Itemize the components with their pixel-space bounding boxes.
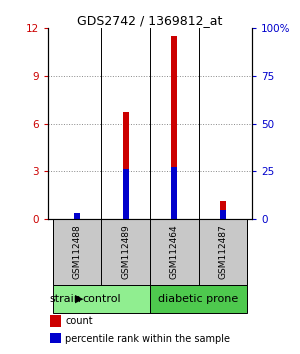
Bar bbox=[74, 213, 80, 219]
Text: ▶: ▶ bbox=[75, 294, 84, 304]
Bar bbox=[50, 315, 61, 327]
Bar bbox=[53, 219, 101, 285]
Bar bbox=[53, 285, 150, 313]
Title: GDS2742 / 1369812_at: GDS2742 / 1369812_at bbox=[77, 14, 223, 27]
Bar bbox=[101, 219, 150, 285]
Text: count: count bbox=[65, 316, 93, 326]
Text: GSM112464: GSM112464 bbox=[170, 224, 179, 279]
Bar bbox=[74, 214, 80, 219]
Bar bbox=[123, 169, 129, 219]
Text: GSM112489: GSM112489 bbox=[121, 224, 130, 279]
Bar bbox=[150, 219, 199, 285]
Bar bbox=[199, 219, 247, 285]
Text: GSM112488: GSM112488 bbox=[73, 224, 82, 279]
Text: GSM112487: GSM112487 bbox=[218, 224, 227, 279]
Bar bbox=[123, 113, 129, 219]
Bar bbox=[171, 167, 177, 219]
Text: control: control bbox=[82, 294, 121, 304]
Text: strain: strain bbox=[49, 294, 81, 304]
Bar bbox=[50, 333, 61, 344]
Bar bbox=[220, 210, 226, 219]
Text: percentile rank within the sample: percentile rank within the sample bbox=[65, 334, 230, 344]
Text: diabetic prone: diabetic prone bbox=[158, 294, 239, 304]
Bar bbox=[171, 36, 177, 219]
Bar bbox=[220, 201, 226, 219]
Bar bbox=[150, 285, 247, 313]
